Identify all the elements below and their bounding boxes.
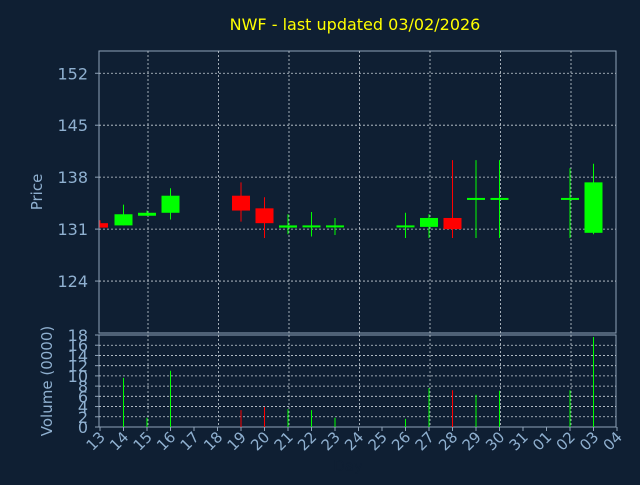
x-tick-label: 20 xyxy=(247,428,273,454)
candle-body xyxy=(420,217,438,227)
x-axis-label: Day xyxy=(333,457,363,475)
candlestick-series xyxy=(99,160,603,239)
x-tick-label: 23 xyxy=(318,428,344,454)
price-panel: 124 131 138 145 152 Price xyxy=(28,50,617,334)
volume-y-tick-label: 6 xyxy=(78,387,88,406)
volume-plot-frame xyxy=(98,334,617,428)
volume-bar-series xyxy=(123,337,594,427)
price-y-tick-label: 131 xyxy=(57,220,88,239)
price-y-tick-label: 138 xyxy=(57,168,88,187)
candle-body xyxy=(561,197,579,200)
candle-body xyxy=(490,197,509,200)
x-tick-label: 27 xyxy=(412,428,438,454)
x-tick-label: 22 xyxy=(294,428,320,454)
x-tick-label: 18 xyxy=(200,428,226,454)
x-tick-labels: 1314151617181920212223242526272829303101… xyxy=(83,427,626,454)
price-y-tick-label: 145 xyxy=(57,116,88,135)
volume-y-tick-label: 8 xyxy=(78,377,88,396)
x-tick-label: 25 xyxy=(365,428,391,454)
candle-body xyxy=(396,225,415,228)
candle-body xyxy=(302,225,321,228)
volume-gridlines xyxy=(95,334,616,428)
candle-body xyxy=(467,197,485,200)
x-tick-label: 02 xyxy=(553,428,579,454)
x-tick-label: 16 xyxy=(153,428,179,454)
x-tick-label: 28 xyxy=(435,428,461,454)
x-tick-label: 21 xyxy=(271,428,297,454)
candle-body xyxy=(161,195,180,213)
x-tick-label: 29 xyxy=(459,428,485,454)
x-tick-label: 03 xyxy=(576,428,602,454)
chart-title: NWF - last updated 03/02/2026 xyxy=(230,15,481,34)
x-tick-label: 19 xyxy=(224,428,250,454)
volume-y-tick-label: 12 xyxy=(68,357,88,376)
x-tick-label: 24 xyxy=(341,428,367,454)
x-tick-label: 15 xyxy=(130,428,156,454)
candle-body xyxy=(443,217,462,230)
volume-y-tick-label: 16 xyxy=(68,336,88,355)
price-y-tick-label: 124 xyxy=(57,272,88,291)
price-gridlines xyxy=(95,51,616,333)
x-tick-label: 31 xyxy=(506,428,532,454)
candle-body xyxy=(138,212,156,216)
candle-body xyxy=(232,195,250,211)
candle-body xyxy=(114,214,133,226)
volume-y-tick-label: 18 xyxy=(68,326,88,345)
candle-body xyxy=(255,208,274,224)
x-tick-label: 04 xyxy=(600,428,626,454)
candle-body xyxy=(326,225,344,228)
candle-body xyxy=(279,225,297,228)
price-y-tick-label: 152 xyxy=(57,64,88,83)
price-y-tick-labels: 124 131 138 145 152 xyxy=(57,64,88,291)
price-plot-frame xyxy=(98,50,617,334)
x-tick-label: 17 xyxy=(177,428,203,454)
volume-y-axis-label: Volume (0000) xyxy=(38,326,56,436)
x-tick-label: 30 xyxy=(482,428,508,454)
candle-body xyxy=(100,223,108,228)
price-y-axis-label: Price xyxy=(28,174,46,211)
x-tick-label: 14 xyxy=(106,428,132,454)
volume-y-tick-label: 2 xyxy=(78,408,88,427)
volume-y-tick-label: 14 xyxy=(68,346,88,365)
x-tick-label: 26 xyxy=(388,428,414,454)
volume-y-tick-label: 4 xyxy=(78,398,88,417)
candle-body xyxy=(584,182,603,233)
volume-y-tick-label: 0 xyxy=(78,418,88,437)
x-tick-label: 01 xyxy=(529,428,555,454)
volume-y-tick-label: 10 xyxy=(68,367,88,386)
